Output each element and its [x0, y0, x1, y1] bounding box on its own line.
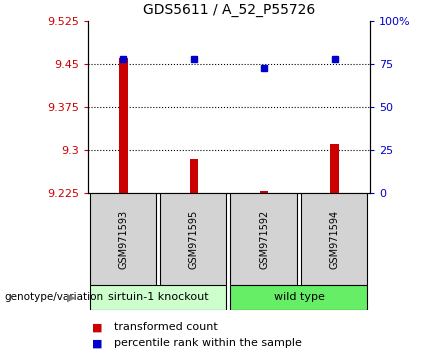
Title: GDS5611 / A_52_P55726: GDS5611 / A_52_P55726	[143, 4, 315, 17]
Text: GSM971595: GSM971595	[189, 209, 199, 269]
Text: GSM971592: GSM971592	[259, 209, 269, 269]
Text: transformed count: transformed count	[114, 322, 218, 332]
Bar	[89, 193, 156, 285]
Bar	[230, 193, 297, 285]
Text: percentile rank within the sample: percentile rank within the sample	[114, 338, 302, 348]
Bar	[230, 285, 367, 310]
Bar	[119, 58, 128, 193]
Bar	[330, 144, 339, 193]
Text: GSM971594: GSM971594	[329, 209, 340, 269]
Text: genotype/variation: genotype/variation	[4, 292, 104, 302]
Bar	[160, 193, 226, 285]
Text: wild type: wild type	[274, 292, 325, 302]
Bar	[260, 191, 268, 193]
Text: ▶: ▶	[67, 292, 75, 302]
Bar	[301, 193, 367, 285]
Text: ■: ■	[92, 322, 103, 332]
Bar	[89, 285, 226, 310]
Text: GSM971593: GSM971593	[118, 209, 129, 269]
Text: sirtuin-1 knockout: sirtuin-1 knockout	[108, 292, 209, 302]
Text: ■: ■	[92, 338, 103, 348]
Bar	[190, 159, 198, 193]
